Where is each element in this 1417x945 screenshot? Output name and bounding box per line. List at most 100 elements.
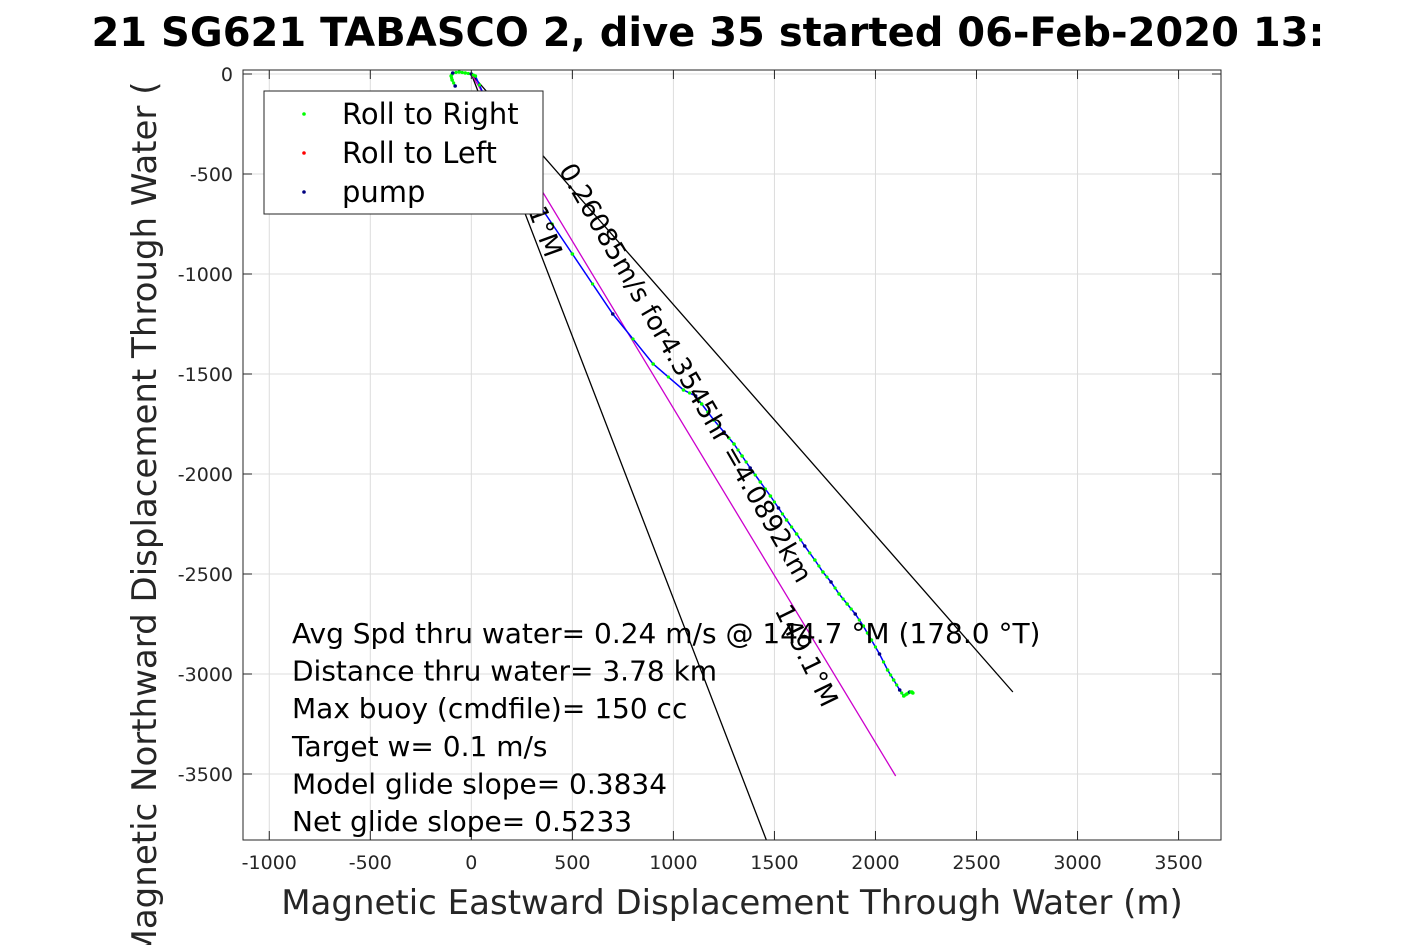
track-point (794, 532, 799, 536)
track-point (454, 70, 458, 75)
track-point (706, 410, 710, 414)
track-point (610, 312, 615, 316)
track-point (891, 678, 896, 682)
x-tick-label: 2500 (952, 852, 1000, 874)
grid-lines (243, 70, 1221, 840)
y-axis-label: Magnetic Northward Displacement Through … (125, 82, 165, 945)
track-point (889, 673, 893, 677)
x-tick-label: 0 (465, 852, 477, 874)
legend-marker (302, 190, 306, 194)
track-point (736, 448, 740, 452)
track-point (727, 436, 731, 440)
annotation-line: Distance thru water= 3.78 km (292, 655, 717, 688)
x-tick-label: 2000 (851, 852, 899, 874)
x-tick-label: 1500 (750, 852, 798, 874)
track-point (861, 624, 866, 628)
track-point (452, 81, 456, 85)
y-tick-label: -3000 (178, 664, 233, 686)
track-point (813, 558, 817, 562)
legend-marker (302, 151, 306, 155)
track-point (477, 83, 482, 87)
track-point (849, 607, 853, 611)
annotation-line: Model glide slope= 0.3834 (292, 767, 667, 800)
track-point (744, 460, 748, 464)
track-point (897, 688, 902, 692)
track-point (570, 252, 575, 256)
track-point (776, 506, 781, 510)
x-tick-label: 3500 (1154, 852, 1202, 874)
track-point (460, 70, 464, 75)
track-point (885, 668, 890, 672)
track-point (697, 398, 701, 402)
track-point (699, 402, 704, 406)
y-tick-label: -3500 (178, 764, 233, 786)
track-point (837, 592, 841, 596)
track-point (631, 337, 635, 341)
track-point (740, 454, 744, 458)
track-point (869, 638, 874, 642)
track-point (784, 518, 789, 522)
annotation-line: Net glide slope= 0.5233 (292, 805, 632, 838)
track-point (845, 602, 849, 606)
legend-item-label: Roll to Right (342, 97, 519, 131)
x-tick-label: -500 (349, 852, 392, 874)
track-point (651, 362, 655, 366)
y-tick-label: -2000 (178, 464, 233, 486)
track-point (841, 597, 845, 601)
reference-line (470, 73, 1014, 693)
track-point (865, 631, 869, 635)
track-point (900, 691, 904, 695)
annotation-block: Avg Spd thru water= 0.24 m/s @ 144.7 °M … (291, 617, 1040, 838)
track-point (881, 660, 886, 664)
track-point (732, 442, 736, 446)
track-point (473, 74, 478, 78)
track-point (817, 564, 821, 568)
track-point (687, 391, 692, 395)
track-point (790, 525, 794, 529)
y-tick-label: -500 (190, 164, 233, 186)
y-tick-label: -1500 (178, 364, 233, 386)
legend-item-label: pump (342, 175, 425, 209)
track-point (853, 612, 858, 616)
annotation-line: Target w= 0.1 m/s (291, 730, 548, 763)
track-point (463, 71, 468, 75)
track-point (799, 538, 803, 542)
legend-item-label: Roll to Left (342, 136, 497, 170)
track-point (895, 683, 899, 687)
y-tick-label: 0 (221, 64, 233, 86)
track-point (453, 84, 457, 88)
track-point (717, 424, 721, 428)
x-axis-label: Magnetic Eastward Displacement Through W… (281, 883, 1183, 923)
track-point (772, 500, 777, 504)
track-point (768, 494, 773, 498)
track-point (748, 466, 752, 470)
track-point (681, 388, 686, 392)
track-point (722, 430, 726, 434)
track-point (666, 375, 670, 379)
legend-marker (302, 112, 306, 116)
track-point (753, 473, 757, 477)
track-point (911, 691, 915, 695)
track-point (450, 71, 455, 75)
track-point (877, 652, 882, 656)
x-tick-label: -1000 (242, 852, 297, 874)
track-point (693, 394, 698, 398)
dive-track (449, 70, 915, 698)
track-point (780, 512, 785, 516)
track-point (833, 586, 837, 590)
track-point (457, 70, 462, 74)
y-tick-label: -1000 (178, 264, 233, 286)
chart-title: 21 SG621 TABASCO 2, dive 35 started 06-F… (91, 10, 1324, 56)
annotation-line: Avg Spd thru water= 0.24 m/s @ 144.7 °M … (292, 617, 1040, 650)
track-point (763, 487, 767, 491)
track-point (829, 580, 833, 584)
axes-frame (242, 69, 1222, 841)
annotation-line: Max buoy (cmdfile)= 150 cc (292, 692, 687, 725)
track-point (821, 570, 825, 574)
track-point (758, 480, 763, 484)
track-point (873, 645, 878, 649)
legend-box (263, 90, 544, 215)
track-point (825, 575, 829, 579)
legend: Roll to Right Roll to Left pump (263, 90, 544, 215)
